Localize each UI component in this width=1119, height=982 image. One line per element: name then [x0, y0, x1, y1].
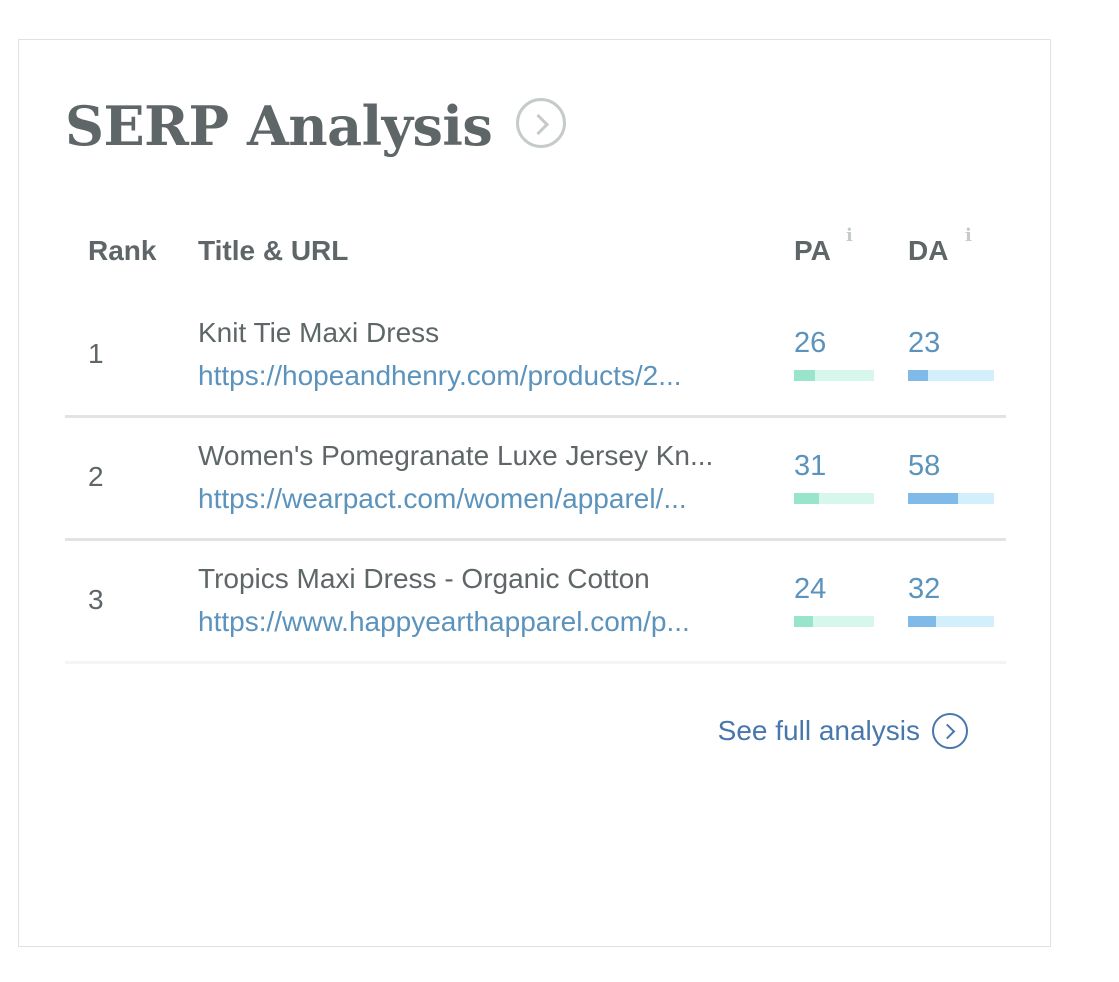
- see-full-analysis-label: See full analysis: [717, 715, 920, 746]
- chevron-right-icon: [527, 113, 550, 136]
- rank-cell: 2: [88, 461, 104, 492]
- da-value: 32: [908, 573, 941, 605]
- table-row: 1 Knit Tie Maxi Dress https://hopeandhen…: [65, 295, 1006, 418]
- rank-cell: 3: [88, 584, 104, 615]
- result-title: Tropics Maxi Dress - Organic Cotton: [198, 563, 650, 594]
- page-title: SERP Analysis: [65, 94, 493, 158]
- da-bar: [908, 493, 994, 504]
- chevron-right-circle-icon: [932, 713, 968, 749]
- pa-value: 26: [794, 327, 827, 359]
- pa-value: 31: [794, 450, 827, 482]
- rank-cell: 1: [88, 338, 104, 369]
- da-value: 58: [908, 450, 941, 482]
- pa-bar: [794, 616, 874, 627]
- result-url-link[interactable]: https://wearpact.com/women/apparel/...: [198, 483, 687, 514]
- da-bar: [908, 616, 994, 627]
- column-header-pa: PA: [794, 235, 831, 266]
- pa-info-icon[interactable]: i: [846, 225, 853, 246]
- result-title: Knit Tie Maxi Dress: [198, 317, 440, 348]
- table-row: 3 Tropics Maxi Dress - Organic Cotton ht…: [65, 541, 1006, 664]
- column-header-da: DA: [908, 235, 949, 266]
- pa-value: 24: [794, 573, 827, 605]
- column-header-rank: Rank: [88, 235, 157, 266]
- table-row: 2 Women's Pomegranate Luxe Jersey Kn... …: [65, 418, 1006, 541]
- da-bar: [908, 370, 994, 381]
- row-divider: [65, 661, 1006, 664]
- see-full-analysis-link[interactable]: See full analysis: [718, 713, 968, 749]
- serp-analysis-card: SERP Analysis Rank Title & URL PA i DA i…: [18, 39, 1051, 947]
- serp-analysis-open-button[interactable]: [516, 98, 566, 148]
- da-value: 23: [908, 327, 941, 359]
- pa-bar: [794, 370, 874, 381]
- result-title: Women's Pomegranate Luxe Jersey Kn...: [198, 440, 714, 471]
- column-header-title-url: Title & URL: [198, 235, 349, 266]
- pa-bar: [794, 493, 874, 504]
- row-divider: [65, 538, 1006, 541]
- da-info-icon[interactable]: i: [965, 225, 972, 246]
- result-url-link[interactable]: https://hopeandhenry.com/products/2...: [198, 360, 682, 391]
- row-divider: [65, 415, 1006, 418]
- result-url-link[interactable]: https://www.happyearthapparel.com/p...: [198, 606, 690, 637]
